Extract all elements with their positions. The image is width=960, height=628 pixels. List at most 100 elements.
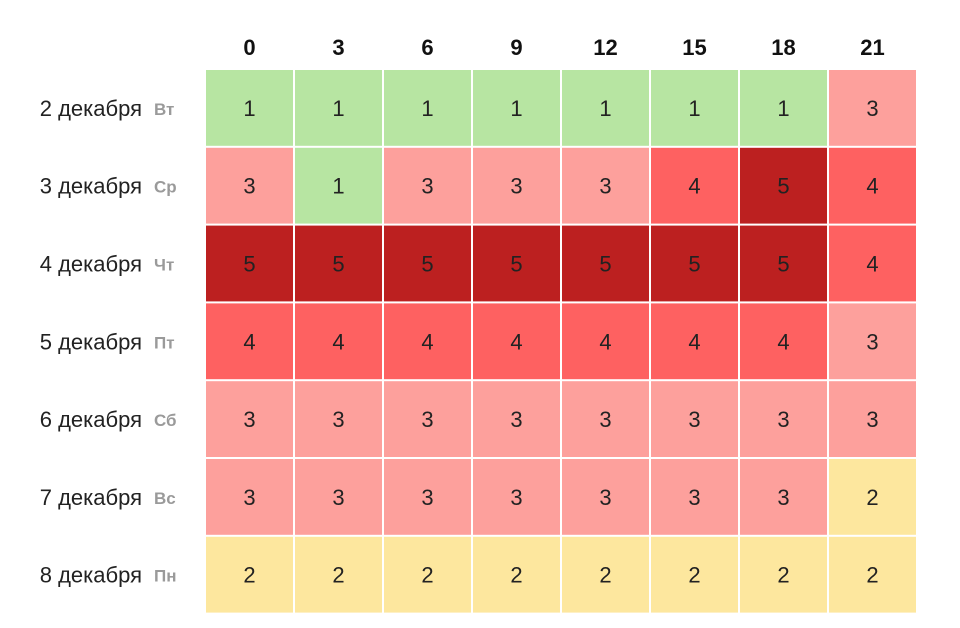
heatmap-cell [562,70,649,146]
cell-value-label: 3 [510,485,522,510]
row-date-label: 5 декабря [40,329,142,354]
cell-value-label: 2 [332,563,344,588]
heatmap-cell [829,459,916,535]
cell-value-label: 2 [243,563,255,588]
cell-value-label: 3 [421,174,433,199]
heatmap-cell [473,225,560,302]
heatmap-cell [473,147,560,224]
column-label-0: 0 [243,35,255,60]
cell-value-label: 5 [421,252,433,277]
cell-value-label: 4 [866,252,878,277]
row-weekday-label: Пт [154,333,175,352]
heatmap-cell [384,70,471,146]
heatmap-cell [295,459,382,535]
heatmap-cell [473,536,560,613]
cell-value-label: 3 [866,407,878,432]
cell-value-label: 3 [332,485,344,510]
cell-value-label: 3 [777,407,789,432]
column-label-1: 3 [332,35,344,60]
heatmap-cell [829,381,916,457]
row-weekday-label: Вт [154,100,174,119]
heatmap-cell [651,147,738,224]
heatmap-cell [829,147,916,224]
cell-value-label: 5 [243,252,255,277]
cell-value-label: 5 [332,252,344,277]
heatmap-cell [829,70,916,146]
row-labels: 2 декабря Вт 3 декабря Ср 4 декабря Чт 5 декаб… [40,96,177,588]
cell-value-label: 4 [421,329,433,354]
heatmap-cell [740,225,827,302]
cell-value-label: 3 [243,407,255,432]
row-date-label: 7 декабря [40,485,142,510]
column-label-4: 12 [593,35,617,60]
row-weekday-label: Чт [154,256,174,275]
heatmap-cell [295,70,382,146]
cell-value-label: 3 [866,329,878,354]
cell-value-label: 3 [510,407,522,432]
heatmap-cell [295,536,382,613]
cell-value-label: 1 [243,96,255,121]
column-label-3: 9 [510,35,522,60]
cell-value-label: 3 [866,96,878,121]
heatmap-cell [295,381,382,457]
cell-value-label: 3 [421,407,433,432]
cell-value-label: 2 [866,485,878,510]
heatmap-cell [384,381,471,457]
heatmap-cell [295,225,382,302]
row-date-label: 4 декабря [40,252,142,277]
cell-value-label: 2 [777,563,789,588]
heatmap-cell [651,70,738,146]
heatmap-cell [295,147,382,224]
row-weekday-label: Пн [154,567,177,586]
cell-value-label: 4 [688,174,700,199]
heatmap-cell [384,459,471,535]
heatmap-cell [206,303,293,380]
cell-value-label: 1 [777,96,789,121]
cell-value-label: 3 [599,407,611,432]
cell-value-label: 5 [599,252,611,277]
heatmap-cell [829,303,916,380]
cell-value-label: 3 [599,485,611,510]
row-date-label: 8 декабря [40,563,142,588]
heatmap-cell [740,303,827,380]
cell-value-label: 2 [510,563,522,588]
cell-value-label: 1 [599,96,611,121]
cell-value-label: 4 [332,329,344,354]
heatmap-cell [740,536,827,613]
cell-value-label: 1 [332,96,344,121]
column-labels: 0 3 6 9 12 15 18 21 [243,35,884,60]
heatmap-cell [473,303,560,380]
cell-value-label: 1 [421,96,433,121]
cell-value-label: 1 [332,174,344,199]
cell-value-label: 3 [243,485,255,510]
heatmap-cell [384,225,471,302]
cell-value-label: 2 [599,563,611,588]
cell-value-label: 5 [510,252,522,277]
heatmap-cell [384,303,471,380]
heatmap-cell [206,147,293,224]
row-weekday-label: Сб [154,411,177,430]
cell-value-label: 4 [510,329,522,354]
cell-value-label: 3 [332,407,344,432]
cell-value-label: 3 [243,174,255,199]
heatmap-cell [651,225,738,302]
heatmap-cell [740,459,827,535]
cell-value-label: 4 [688,329,700,354]
column-label-6: 18 [771,35,795,60]
heatmap-cell [473,381,560,457]
cell-value-label: 5 [777,174,789,199]
heatmap-cell [651,303,738,380]
heatmap-cell [562,225,649,302]
row-weekday-label: Вс [154,489,176,508]
heatmap-cell [562,147,649,224]
heatmap-cell [651,459,738,535]
heatmap-cell [562,536,649,613]
cell-value-label: 3 [777,485,789,510]
column-label-5: 15 [682,35,706,60]
heatmap-cell [651,536,738,613]
heatmap-cell [562,381,649,457]
heatmap-cell [473,459,560,535]
cell-value-label: 2 [688,563,700,588]
row-date-label: 6 декабря [40,407,142,432]
